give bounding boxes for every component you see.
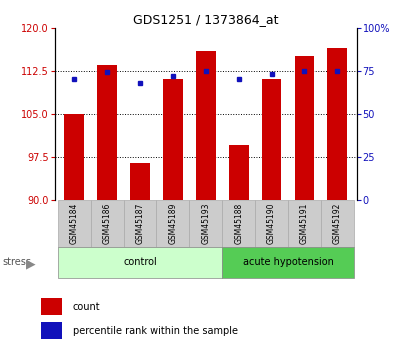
Bar — [222, 200, 255, 247]
Bar — [123, 200, 157, 247]
Text: GSM45192: GSM45192 — [333, 203, 342, 244]
Title: GDS1251 / 1373864_at: GDS1251 / 1373864_at — [133, 13, 278, 27]
Bar — [64, 114, 84, 200]
Text: GSM45190: GSM45190 — [267, 203, 276, 244]
Bar — [255, 200, 288, 247]
Bar — [41, 322, 62, 339]
Text: count: count — [73, 302, 100, 312]
Bar — [222, 247, 354, 278]
Text: acute hypotension: acute hypotension — [242, 257, 333, 267]
Text: control: control — [123, 257, 157, 267]
Text: GSM45187: GSM45187 — [136, 203, 144, 244]
Bar — [262, 79, 281, 200]
Text: GSM45193: GSM45193 — [201, 203, 210, 244]
Bar — [288, 200, 321, 247]
Bar — [321, 200, 354, 247]
Text: GSM45189: GSM45189 — [168, 203, 177, 244]
Bar — [294, 56, 314, 200]
Text: ▶: ▶ — [26, 257, 36, 270]
Bar — [58, 247, 222, 278]
Bar — [157, 200, 189, 247]
Bar — [41, 298, 62, 315]
Text: GSM45186: GSM45186 — [103, 203, 112, 244]
Text: GSM45188: GSM45188 — [234, 203, 243, 244]
Bar — [58, 200, 91, 247]
Bar — [196, 51, 215, 200]
Text: GSM45191: GSM45191 — [300, 203, 309, 244]
Bar — [163, 79, 183, 200]
Bar — [189, 200, 222, 247]
Text: GSM45184: GSM45184 — [70, 203, 79, 244]
Bar — [328, 48, 347, 200]
Text: stress: stress — [2, 257, 31, 267]
Bar — [97, 65, 117, 200]
Bar — [91, 200, 123, 247]
Text: percentile rank within the sample: percentile rank within the sample — [73, 326, 238, 336]
Bar — [229, 146, 249, 200]
Bar — [130, 163, 150, 200]
